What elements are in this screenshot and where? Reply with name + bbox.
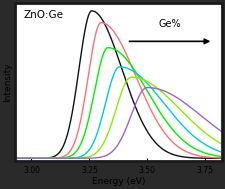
Text: Ge%: Ge% [159,19,181,29]
Text: ZnO:Ge: ZnO:Ge [23,10,63,20]
X-axis label: Energy (eV): Energy (eV) [92,177,145,186]
Y-axis label: Intensity: Intensity [3,63,12,102]
